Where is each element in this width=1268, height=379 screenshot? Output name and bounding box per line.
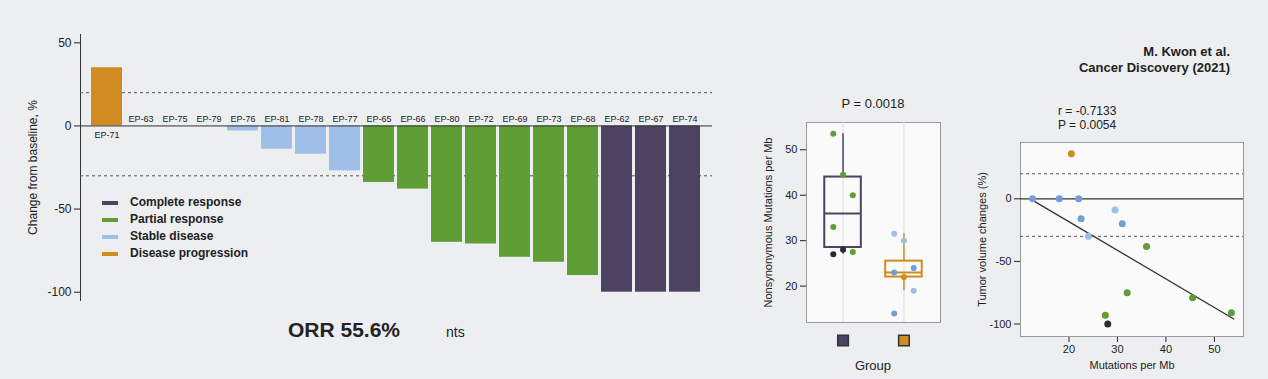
html-text:Stable disease: Stable disease xyxy=(130,229,214,243)
html-text:Partial response: Partial response xyxy=(130,212,224,226)
html-text:Complete response: Complete response xyxy=(130,195,242,209)
svg-text:EP-67: EP-67 xyxy=(638,114,663,124)
svg-text:EP-78: EP-78 xyxy=(298,114,323,124)
html-text:P = 0.0054: P = 0.0054 xyxy=(1058,118,1117,132)
html-text:P = 0.0018: P = 0.0018 xyxy=(841,96,905,111)
svg-text:Change from baseline, %: Change from baseline, % xyxy=(26,100,40,235)
svg-text:-100: -100 xyxy=(989,318,1011,330)
html-text:Cancer Discovery (2021): Cancer Discovery (2021) xyxy=(1079,60,1230,75)
svg-text:-100: -100 xyxy=(47,285,71,299)
html-text:ORR 55.6%: ORR 55.6% xyxy=(288,318,400,341)
svg-text:Tumor volume changes (%): Tumor volume changes (%) xyxy=(976,172,988,307)
svg-text:EP-79: EP-79 xyxy=(196,114,221,124)
svg-text:EP-68: EP-68 xyxy=(570,114,595,124)
html-text:M. Kwon et al.: M. Kwon et al. xyxy=(1143,44,1230,59)
svg-text:EP-73: EP-73 xyxy=(536,114,561,124)
svg-text:50: 50 xyxy=(58,36,72,50)
svg-text:Mutations per Mb: Mutations per Mb xyxy=(1090,359,1175,371)
svg-text:EP-65: EP-65 xyxy=(366,114,391,124)
svg-text:30: 30 xyxy=(1111,343,1123,355)
svg-text:Nonsynonymous Mutations per Mb: Nonsynonymous Mutations per Mb xyxy=(762,138,774,308)
html-text:nts: nts xyxy=(446,324,465,340)
svg-text:20: 20 xyxy=(1063,343,1075,355)
svg-text:EP-80: EP-80 xyxy=(434,114,459,124)
svg-text:EP-77: EP-77 xyxy=(332,114,357,124)
svg-text:EP-62: EP-62 xyxy=(604,114,629,124)
svg-text:40: 40 xyxy=(785,189,797,201)
svg-text:EP-66: EP-66 xyxy=(400,114,425,124)
svg-text:EP-75: EP-75 xyxy=(162,114,187,124)
svg-text:50: 50 xyxy=(1208,343,1220,355)
svg-text:EP-69: EP-69 xyxy=(502,114,527,124)
svg-text:EP-76: EP-76 xyxy=(230,114,255,124)
svg-text:EP-72: EP-72 xyxy=(468,114,493,124)
svg-text:EP-71: EP-71 xyxy=(94,130,119,140)
html-text:Disease progression: Disease progression xyxy=(130,246,249,260)
svg-text:0: 0 xyxy=(1005,192,1011,204)
svg-text:-50: -50 xyxy=(54,202,72,216)
html-text:Group: Group xyxy=(854,358,892,373)
svg-text:50: 50 xyxy=(785,143,797,155)
svg-text:EP-81: EP-81 xyxy=(264,114,289,124)
html-text:r = -0.7133: r = -0.7133 xyxy=(1058,104,1117,118)
svg-text:EP-74: EP-74 xyxy=(672,114,697,124)
svg-text:20: 20 xyxy=(785,280,797,292)
svg-text:30: 30 xyxy=(785,234,797,246)
svg-text:40: 40 xyxy=(1160,343,1172,355)
svg-text:-50: -50 xyxy=(996,255,1012,267)
svg-text:0: 0 xyxy=(65,119,72,133)
svg-text:EP-63: EP-63 xyxy=(128,114,153,124)
